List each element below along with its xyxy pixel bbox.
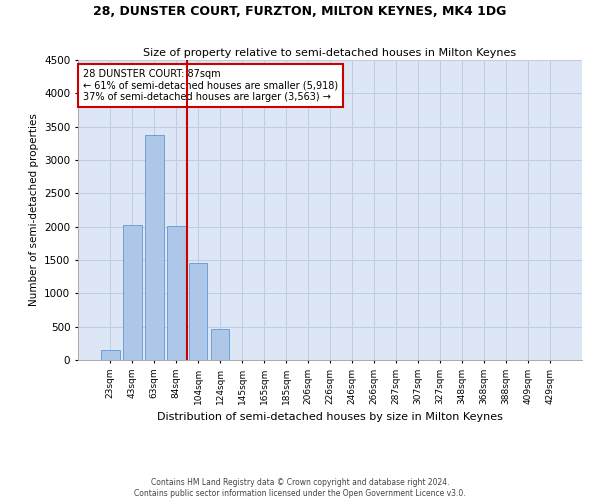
Bar — [145, 134, 164, 360]
Text: 28 DUNSTER COURT: 87sqm
← 61% of semi-detached houses are smaller (5,918)
37% of: 28 DUNSTER COURT: 87sqm ← 61% of semi-de… — [83, 69, 338, 102]
Bar — [167, 226, 185, 360]
Title: Size of property relative to semi-detached houses in Milton Keynes: Size of property relative to semi-detach… — [143, 48, 517, 58]
Text: 28, DUNSTER COURT, FURZTON, MILTON KEYNES, MK4 1DG: 28, DUNSTER COURT, FURZTON, MILTON KEYNE… — [94, 5, 506, 18]
Bar — [101, 350, 119, 360]
X-axis label: Distribution of semi-detached houses by size in Milton Keynes: Distribution of semi-detached houses by … — [157, 412, 503, 422]
Y-axis label: Number of semi-detached properties: Number of semi-detached properties — [29, 114, 38, 306]
Bar — [123, 224, 142, 360]
Bar — [189, 264, 208, 360]
Text: Contains HM Land Registry data © Crown copyright and database right 2024.
Contai: Contains HM Land Registry data © Crown c… — [134, 478, 466, 498]
Bar — [211, 330, 229, 360]
